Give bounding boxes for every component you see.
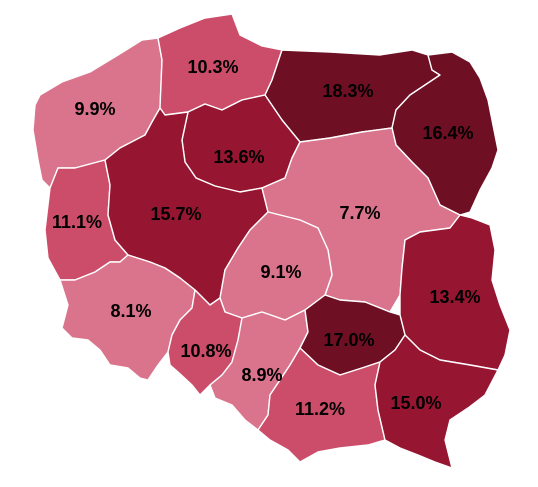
coastline: [231, 13, 283, 51]
region-podkarpackie[interactable]: [374, 334, 499, 469]
label-dolnoslaskie: 8.1%: [110, 301, 151, 321]
label-slaskie: 8.9%: [241, 365, 282, 385]
lagoon-outline: [21, 77, 45, 99]
label-opolskie: 10.8%: [180, 341, 231, 361]
label-pomorskie: 10.3%: [187, 57, 238, 77]
label-malopolskie: 11.2%: [295, 399, 345, 419]
region-opolskie[interactable]: [167, 289, 243, 396]
label-swietokrzyskie: 17.0%: [323, 330, 374, 350]
label-wielkopolskie: 15.7%: [150, 204, 201, 224]
region-malopolskie[interactable]: [257, 347, 386, 463]
label-zachodniopomorskie: 9.9%: [74, 99, 115, 119]
label-kujawsko-pomorskie: 13.6%: [213, 147, 264, 167]
label-mazowieckie: 7.7%: [339, 203, 380, 223]
label-podkarpackie: 15.0%: [390, 393, 441, 413]
label-warminsko-mazurskie: 18.3%: [322, 81, 373, 101]
label-lubuskie: 11.1%: [52, 212, 102, 232]
label-podlaskie: 16.4%: [422, 123, 473, 143]
label-lodzkie: 9.1%: [260, 262, 301, 282]
label-lubelskie: 13.4%: [429, 287, 480, 307]
